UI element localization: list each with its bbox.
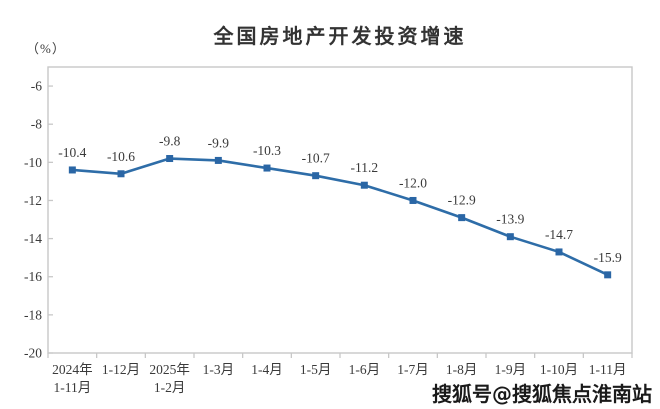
y-tick-label: -14 (24, 231, 42, 246)
data-point-marker (604, 271, 612, 279)
x-tick-label: 2024年 1-11月 (52, 362, 93, 395)
data-label: -13.9 (496, 212, 524, 227)
x-tick-label: 1-7月 (397, 362, 429, 377)
data-point-marker (117, 170, 125, 178)
data-label: -14.7 (545, 227, 573, 242)
data-point-marker (555, 248, 563, 256)
x-tick-label: 1-10月 (540, 362, 578, 377)
x-tick-label: 1-12月 (102, 362, 140, 377)
y-tick-label: -10 (24, 155, 42, 170)
x-tick-label: 1-3月 (203, 362, 235, 377)
data-point-marker (214, 156, 222, 164)
data-label: -9.9 (208, 135, 230, 150)
x-tick-label: 1-4月 (251, 362, 283, 377)
y-tick-label: -20 (24, 346, 42, 361)
plot-border (47, 66, 633, 354)
data-point-marker (409, 196, 417, 204)
data-label: -12.0 (399, 175, 427, 190)
x-tick-label: 1-6月 (349, 362, 381, 377)
x-tick-label: 1-9月 (495, 362, 527, 377)
y-axis-unit-label: （%） (26, 41, 66, 56)
data-label: -9.8 (159, 134, 181, 149)
data-point-marker (68, 166, 76, 174)
y-tick-label: -12 (24, 193, 42, 208)
x-tick-label: 1-5月 (300, 362, 332, 377)
series-line (71, 157, 609, 277)
data-point-marker (312, 172, 320, 180)
data-label: -10.7 (302, 151, 330, 166)
data-point-marker (458, 214, 466, 222)
chart-title: 全国房地产开发投资增速 (213, 24, 467, 48)
y-tick-label: -6 (31, 79, 42, 94)
data-label: -10.4 (58, 145, 86, 160)
x-tick-label: 2025年 1-2月 (149, 362, 190, 395)
data-label: -11.2 (351, 160, 379, 175)
data-point-marker (360, 181, 368, 189)
data-point-marker (506, 233, 514, 241)
x-tick-label: 1-11月 (589, 362, 627, 377)
data-point-marker (263, 164, 271, 172)
watermark: 搜狐号@搜狐焦点淮南站 (432, 382, 652, 406)
y-tick-label: -16 (24, 269, 42, 284)
y-tick-label: -8 (31, 117, 42, 132)
x-tick-label: 1-8月 (446, 362, 478, 377)
data-label: -12.9 (448, 193, 476, 208)
data-label: -10.3 (253, 143, 281, 158)
data-label: -10.6 (107, 149, 135, 164)
y-tick-label: -18 (24, 307, 42, 322)
data-label: -15.9 (594, 250, 622, 265)
data-point-marker (166, 155, 174, 163)
